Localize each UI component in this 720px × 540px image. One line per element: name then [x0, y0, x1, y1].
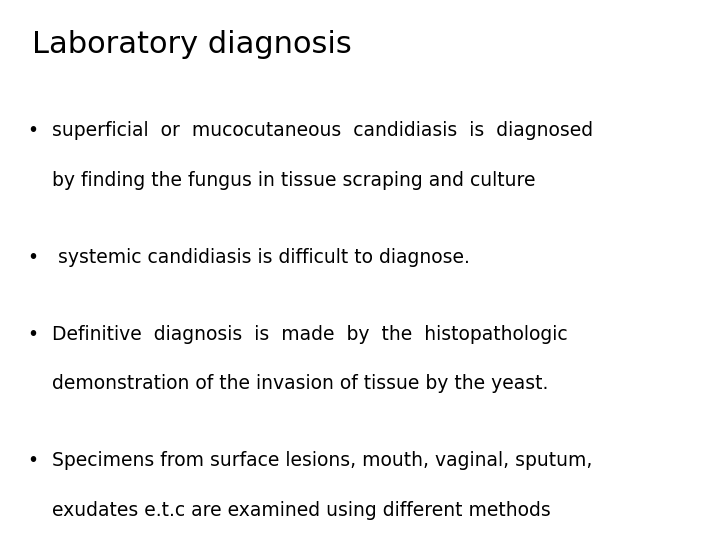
Text: Specimens from surface lesions, mouth, vaginal, sputum,: Specimens from surface lesions, mouth, v…	[52, 451, 593, 470]
Text: demonstration of the invasion of tissue by the yeast.: demonstration of the invasion of tissue …	[52, 374, 548, 393]
Text: by finding the fungus in tissue scraping and culture: by finding the fungus in tissue scraping…	[52, 171, 536, 190]
Text: •: •	[27, 122, 38, 140]
Text: Laboratory diagnosis: Laboratory diagnosis	[32, 30, 351, 59]
Text: systemic candidiasis is difficult to diagnose.: systemic candidiasis is difficult to dia…	[52, 248, 469, 267]
Text: superficial  or  mucocutaneous  candidiasis  is  diagnosed: superficial or mucocutaneous candidiasis…	[52, 122, 593, 140]
Text: exudates e.t.c are examined using different methods: exudates e.t.c are examined using differ…	[52, 501, 551, 519]
Text: •: •	[27, 451, 38, 470]
Text: •: •	[27, 248, 38, 267]
Text: •: •	[27, 325, 38, 343]
Text: Definitive  diagnosis  is  made  by  the  histopathologic: Definitive diagnosis is made by the hist…	[52, 325, 567, 343]
